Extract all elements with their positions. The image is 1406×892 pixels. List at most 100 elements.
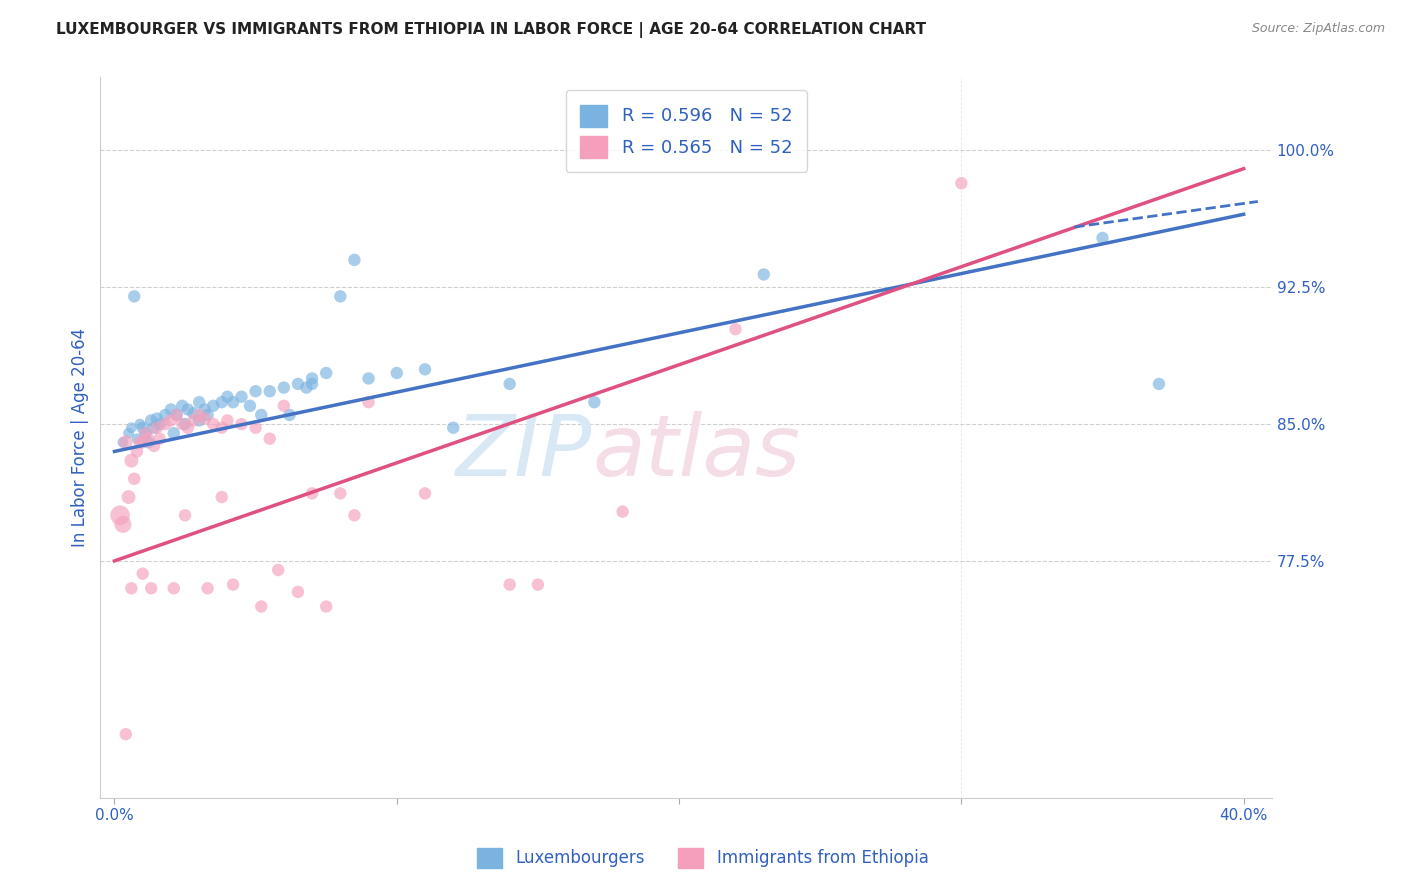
Point xyxy=(172,417,194,431)
Point xyxy=(197,581,219,595)
Point xyxy=(197,408,219,422)
Point xyxy=(287,376,309,391)
Point xyxy=(301,486,323,500)
Point xyxy=(114,435,136,450)
Point xyxy=(134,426,156,441)
Point xyxy=(357,371,380,385)
Point xyxy=(950,176,973,190)
Point xyxy=(315,599,337,614)
Point xyxy=(1091,231,1114,245)
Point xyxy=(131,566,153,581)
Point xyxy=(301,371,323,385)
Point xyxy=(273,381,295,395)
Point xyxy=(217,390,239,404)
Legend: Luxembourgers, Immigrants from Ethiopia: Luxembourgers, Immigrants from Ethiopia xyxy=(471,841,935,875)
Point xyxy=(111,517,134,532)
Text: ZIP: ZIP xyxy=(456,410,592,493)
Text: Source: ZipAtlas.com: Source: ZipAtlas.com xyxy=(1251,22,1385,36)
Point xyxy=(149,432,172,446)
Point xyxy=(194,402,217,417)
Point xyxy=(202,399,225,413)
Point xyxy=(120,453,142,467)
Point xyxy=(141,581,163,595)
Point xyxy=(612,505,634,519)
Point xyxy=(413,486,436,500)
Point xyxy=(278,408,301,422)
Point xyxy=(146,411,169,425)
Point xyxy=(177,421,200,435)
Point xyxy=(245,421,267,435)
Point xyxy=(301,376,323,391)
Point xyxy=(583,395,606,409)
Point xyxy=(143,421,166,435)
Point xyxy=(211,490,233,504)
Point xyxy=(188,408,211,422)
Point xyxy=(120,581,142,595)
Point xyxy=(114,727,136,741)
Point xyxy=(724,322,747,336)
Point xyxy=(385,366,408,380)
Point xyxy=(273,399,295,413)
Point xyxy=(138,435,160,450)
Point xyxy=(108,508,131,523)
Point xyxy=(231,390,253,404)
Point xyxy=(202,417,225,431)
Point xyxy=(138,432,160,446)
Point xyxy=(160,402,183,417)
Point xyxy=(1147,376,1170,391)
Point xyxy=(499,577,522,591)
Point xyxy=(211,395,233,409)
Point xyxy=(131,421,153,435)
Point xyxy=(188,395,211,409)
Legend: R = 0.596   N = 52, R = 0.565   N = 52: R = 0.596 N = 52, R = 0.565 N = 52 xyxy=(565,90,807,172)
Point xyxy=(222,577,245,591)
Point xyxy=(250,408,273,422)
Point xyxy=(315,366,337,380)
Point xyxy=(172,399,194,413)
Point xyxy=(259,432,281,446)
Point xyxy=(128,435,150,450)
Point xyxy=(245,384,267,399)
Point xyxy=(120,421,142,435)
Point xyxy=(329,289,352,303)
Point xyxy=(163,581,186,595)
Point xyxy=(128,417,150,431)
Point xyxy=(131,435,153,450)
Point xyxy=(160,413,183,427)
Point xyxy=(111,435,134,450)
Point xyxy=(122,472,145,486)
Point xyxy=(231,417,253,431)
Point xyxy=(134,426,156,441)
Point xyxy=(174,417,197,431)
Point xyxy=(441,421,464,435)
Point xyxy=(155,408,177,422)
Y-axis label: In Labor Force | Age 20-64: In Labor Force | Age 20-64 xyxy=(72,328,89,548)
Point xyxy=(177,402,200,417)
Point xyxy=(163,426,186,441)
Point xyxy=(250,599,273,614)
Point xyxy=(259,384,281,399)
Point xyxy=(752,268,775,282)
Point xyxy=(267,563,290,577)
Point xyxy=(143,439,166,453)
Text: atlas: atlas xyxy=(592,410,800,493)
Point xyxy=(146,421,169,435)
Point xyxy=(295,381,318,395)
Point xyxy=(527,577,550,591)
Point xyxy=(343,252,366,267)
Point xyxy=(166,408,188,422)
Point xyxy=(117,490,139,504)
Point xyxy=(194,411,217,425)
Point xyxy=(125,432,148,446)
Point xyxy=(122,289,145,303)
Point xyxy=(217,413,239,427)
Point xyxy=(239,399,262,413)
Point xyxy=(125,444,148,458)
Point xyxy=(329,486,352,500)
Point xyxy=(287,585,309,599)
Point xyxy=(141,413,163,427)
Point xyxy=(499,376,522,391)
Point xyxy=(183,406,205,420)
Point xyxy=(149,417,172,431)
Point xyxy=(343,508,366,523)
